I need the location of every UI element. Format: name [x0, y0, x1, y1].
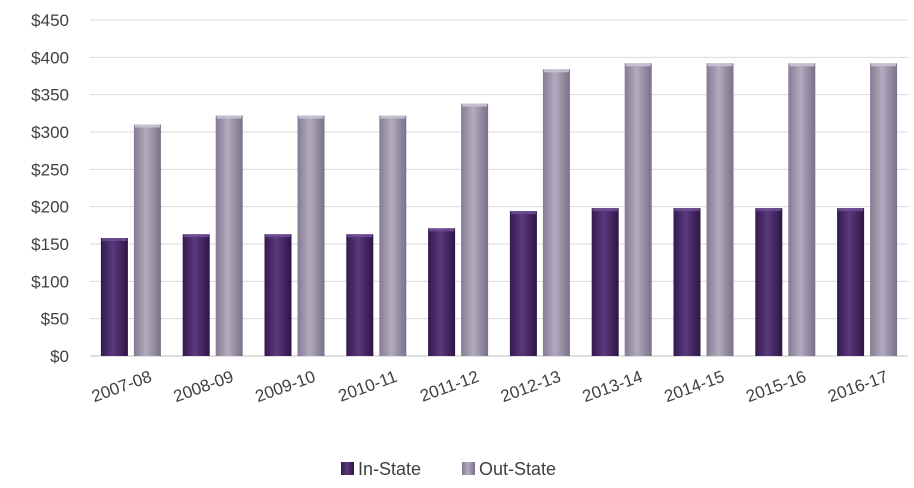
y-axis-ticks: $0 $50 $100 $150 $200 $250 $300 $350 $400 $450 — [31, 11, 69, 366]
x-tick-label: 2016-17 — [825, 367, 890, 406]
bar-top-bevel — [183, 234, 209, 238]
x-tick-label: 2010-11 — [336, 367, 400, 406]
bar-top-bevel — [101, 238, 127, 242]
y-tick-label: $350 — [31, 86, 69, 105]
bar-top-bevel — [298, 115, 324, 119]
legend: In-State Out-State — [341, 459, 556, 479]
bar-in-state — [100, 238, 128, 356]
x-tick-label: 2014-15 — [662, 367, 727, 406]
x-tick-label: 2013-14 — [580, 367, 645, 406]
bar-top-bevel — [380, 115, 406, 119]
bar-top-bevel — [789, 63, 815, 67]
bar-out-state — [379, 115, 407, 356]
gridlines — [90, 19, 908, 357]
x-tick-label: 2012-13 — [498, 367, 563, 406]
bar-in-state — [591, 208, 619, 356]
bar-top-bevel — [347, 234, 373, 238]
bar-in-state — [428, 228, 456, 356]
bar-out-state — [870, 63, 898, 356]
bar-top-bevel — [510, 211, 536, 215]
bar-in-state — [346, 234, 374, 356]
bar-out-state — [788, 63, 816, 356]
x-tick-label: 2011-12 — [418, 367, 482, 406]
x-axis-ticks: 2007-08 2008-09 2009-10 2010-11 2011-12 2012-… — [89, 367, 890, 406]
x-tick-label: 2015-16 — [744, 367, 809, 406]
bar-out-state — [133, 124, 161, 357]
x-tick-label: 2009-10 — [253, 367, 318, 406]
bar-in-state — [837, 208, 865, 356]
bar-top-bevel — [625, 63, 651, 67]
x-tick-label: 2008-09 — [171, 367, 236, 406]
y-tick-label: $450 — [31, 11, 69, 30]
legend-swatch-out-state — [462, 462, 475, 475]
x-tick-label: 2007-08 — [89, 367, 154, 406]
bar-out-state — [215, 115, 243, 356]
y-tick-label: $200 — [31, 198, 69, 217]
bar-top-bevel — [756, 208, 782, 212]
y-tick-label: $0 — [50, 347, 69, 366]
y-tick-label: $250 — [31, 160, 69, 179]
bar-top-bevel — [871, 63, 897, 67]
bar-in-state — [673, 208, 701, 356]
y-tick-label: $400 — [31, 48, 69, 67]
bar-out-state — [624, 63, 652, 356]
bar-top-bevel — [134, 124, 160, 128]
bar-top-bevel — [543, 69, 569, 73]
bar-top-bevel — [674, 208, 700, 212]
bar-top-bevel — [265, 234, 291, 238]
bar-out-state — [706, 63, 734, 356]
bar-out-state — [542, 69, 570, 356]
legend-swatch-in-state — [341, 462, 354, 475]
bar-out-state — [461, 103, 489, 356]
y-tick-label: $100 — [31, 272, 69, 291]
bar-in-state — [264, 234, 292, 356]
bar-in-state — [509, 211, 537, 356]
bar-top-bevel — [462, 103, 488, 107]
bars — [100, 63, 898, 357]
bar-out-state — [297, 115, 325, 356]
legend-label-out-state: Out-State — [479, 459, 556, 479]
bar-in-state — [182, 234, 210, 356]
y-tick-label: $300 — [31, 123, 69, 142]
bar-top-bevel — [429, 228, 455, 232]
y-tick-label: $50 — [41, 310, 69, 329]
bar-top-bevel — [838, 208, 864, 212]
legend-label-in-state: In-State — [358, 459, 421, 479]
bar-top-bevel — [216, 115, 242, 119]
y-tick-label: $150 — [31, 235, 69, 254]
bar-in-state — [755, 208, 783, 356]
bar-top-bevel — [592, 208, 618, 212]
bar-top-bevel — [707, 63, 733, 67]
